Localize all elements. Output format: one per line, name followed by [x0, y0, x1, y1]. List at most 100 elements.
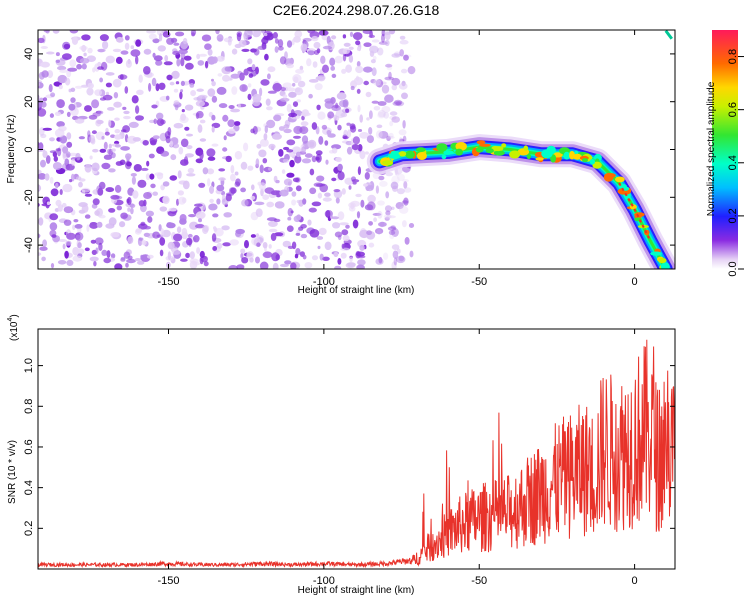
noise-blob [40, 101, 47, 108]
noise-blob [403, 187, 412, 193]
noise-blob [198, 53, 207, 57]
noise-blob [322, 64, 329, 74]
noise-blob [392, 250, 399, 259]
noise-blob [216, 184, 225, 192]
noise-blob [231, 86, 238, 95]
noise-blob [178, 146, 184, 155]
noise-blob [335, 197, 340, 204]
noise-blob [55, 59, 60, 63]
signal-hotspot [650, 251, 662, 256]
noise-blob [104, 131, 110, 136]
noise-blob [38, 184, 42, 193]
noise-blob [283, 146, 290, 151]
noise-blob [307, 50, 316, 56]
noise-blob [398, 129, 407, 136]
noise-blob [166, 222, 176, 229]
noise-blob [263, 133, 268, 141]
noise-blob [81, 34, 91, 41]
noise-blob [199, 250, 205, 259]
noise-blob [94, 237, 104, 245]
noise-blob [81, 44, 87, 53]
noise-blob [357, 259, 366, 266]
noise-blob [396, 248, 401, 254]
noise-blob [278, 149, 284, 157]
noise-blob [50, 92, 56, 97]
noise-blob [173, 88, 179, 93]
noise-blob [146, 30, 157, 34]
noise-blob [377, 200, 385, 206]
noise-blob [259, 138, 269, 147]
noise-blob [267, 90, 277, 94]
noise-blob [359, 114, 364, 123]
noise-blob [240, 248, 246, 254]
noise-blob [234, 150, 243, 160]
noise-blob [152, 135, 160, 140]
noise-blob [274, 201, 285, 209]
noise-blob [377, 111, 386, 119]
noise-blob [134, 258, 142, 262]
noise-blob [296, 99, 302, 103]
snr-ytick-label: 0.2 [23, 521, 35, 536]
noise-blob [366, 117, 370, 121]
noise-blob [384, 205, 392, 212]
noise-blob [377, 101, 387, 106]
noise-blob [342, 136, 349, 140]
noise-blob [196, 247, 201, 254]
noise-blob [381, 30, 386, 37]
noise-blob [76, 63, 82, 70]
noise-blob [325, 159, 329, 165]
noise-blob [184, 104, 194, 111]
noise-blob [404, 237, 410, 245]
noise-blob [180, 258, 188, 262]
noise-blob [236, 264, 245, 269]
noise-blob [385, 191, 390, 199]
noise-blob [111, 148, 116, 152]
noise-blob [229, 239, 239, 246]
noise-blob [140, 254, 144, 259]
noise-blob [384, 76, 395, 81]
noise-blob [352, 136, 360, 145]
noise-blob [125, 262, 129, 268]
noise-blob [301, 115, 305, 121]
noise-blob [391, 244, 400, 251]
signal-hotspot [592, 161, 602, 169]
noise-blob [72, 255, 83, 262]
noise-blob [216, 55, 225, 62]
noise-blob [120, 257, 126, 261]
noise-blob [230, 187, 237, 194]
noise-blob [201, 34, 212, 42]
noise-blob [255, 158, 260, 167]
noise-blob [119, 74, 124, 80]
noise-blob [312, 61, 318, 68]
noise-blob [331, 73, 337, 78]
noise-blob [343, 42, 351, 47]
noise-blob [341, 68, 347, 74]
noise-blob [162, 195, 170, 205]
noise-blob [163, 61, 173, 66]
signal-hotspot [535, 157, 544, 161]
noise-blob [262, 194, 270, 200]
noise-blob [125, 59, 132, 68]
noise-blob [295, 248, 301, 256]
noise-blob [363, 42, 372, 47]
noise-blob [123, 251, 131, 259]
noise-blob [394, 51, 401, 57]
noise-blob [175, 31, 185, 37]
noise-blob [360, 199, 365, 208]
noise-blob [399, 39, 409, 45]
noise-blob [331, 216, 339, 220]
noise-blob [184, 126, 190, 131]
heatmap-ytick-label: -20 [23, 189, 35, 205]
noise-blob [51, 234, 57, 238]
noise-blob [49, 213, 59, 221]
noise-blob [143, 225, 151, 230]
noise-blob [142, 140, 149, 146]
noise-blob [375, 79, 384, 88]
noise-blob [115, 161, 123, 166]
noise-blob [75, 234, 81, 240]
noise-blob [92, 148, 99, 153]
noise-blob [295, 232, 301, 236]
noise-blob [324, 241, 332, 251]
noise-blob [389, 233, 395, 240]
noise-blob [243, 68, 249, 76]
